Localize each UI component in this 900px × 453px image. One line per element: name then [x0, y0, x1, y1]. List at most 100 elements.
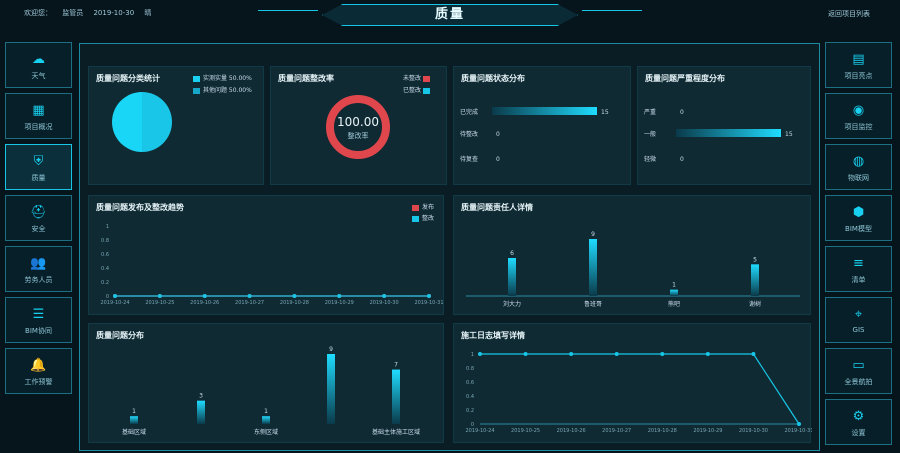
x-tick-label: 2019-10-28	[280, 300, 309, 306]
severity-panel: 质量问题严重程度分布 严重 0 一般 15 轻微 0	[637, 66, 811, 185]
shield-icon: ⛨	[33, 154, 44, 169]
bar-category-label: 基础区域	[122, 428, 146, 436]
nav-item-label: BIM协同	[25, 327, 52, 335]
daily-log-line-chart: 0 0.2 0.4 0.6 0.8 1 2019-10-24 2019-10-25 2019-1…	[465, 352, 812, 434]
legend-label: 已整改	[403, 87, 422, 94]
map-pin-icon: ⌖	[854, 307, 863, 322]
nav-item-panorama[interactable]: ▭ 全景航拍	[825, 348, 892, 394]
bar-value-label: 0	[496, 156, 500, 163]
gear-icon: ⚙	[852, 409, 865, 424]
legend-label: 未整改	[403, 75, 422, 82]
nav-item-camera[interactable]: ◉ 项目监控	[825, 93, 892, 139]
y-tick-label: 0.8	[101, 238, 109, 244]
bar-category-label: 严重	[644, 108, 656, 116]
legend-swatch	[412, 215, 419, 222]
panel-title: 质量问题状态分布	[461, 74, 525, 83]
x-tick-label: 2019-10-24	[465, 428, 494, 434]
data-point	[427, 294, 431, 298]
panel-title: 质量问题发布及整改趋势	[96, 203, 184, 212]
nav-item-document[interactable]: ▤ 项目亮点	[825, 42, 892, 88]
pie-chart	[112, 92, 172, 152]
bar-value-label: 9	[329, 346, 333, 353]
legend-swatch	[422, 87, 430, 94]
nav-item-cube[interactable]: ⬢ BIM模型	[825, 195, 892, 241]
rectify-rate-label: 整改率	[347, 132, 369, 140]
bar-category-label: 已完成	[460, 108, 478, 116]
nav-item-people[interactable]: 👥 劳务人员	[5, 246, 72, 292]
bar-value-label: 1	[264, 408, 268, 415]
data-point	[292, 294, 297, 298]
nav-item-bell[interactable]: 🔔 工作预警	[5, 348, 72, 394]
right-nav: ▤ 项目亮点 ◉ 项目监控 ◍ 物联网 ⬢ BIM模型 ≡ 清单 ⌖ GIS ▭ 全景航拍 ⚙ 设置	[825, 42, 895, 450]
nav-item-gear[interactable]: ⚙ 设置	[825, 399, 892, 445]
bar	[589, 239, 597, 296]
bar	[492, 107, 597, 115]
nav-item-list[interactable]: ≡ 清单	[825, 246, 892, 292]
page-title: 质量	[322, 4, 578, 26]
bar-value-label: 1	[672, 282, 676, 289]
nav-item-sliders[interactable]: ☰ BIM协同	[5, 297, 72, 343]
legend-label: 其他问题 50.00%	[203, 87, 252, 94]
camera-icon: ◉	[852, 103, 865, 118]
data-point	[797, 422, 801, 426]
panel-title: 质量问题分布	[96, 331, 144, 340]
area-bar-chart: 1 基础区域 3 1 东侧区域 9 7 基础主体施工区域	[122, 346, 420, 436]
header-item: 2019-10-30	[93, 9, 135, 17]
bar-category-label: 一般	[644, 130, 656, 138]
nav-item-label: 工作预警	[24, 378, 53, 386]
cube-icon: ⬢	[852, 205, 865, 220]
nav-item-shield[interactable]: ⛨ 质量	[5, 144, 72, 190]
nav-item-label: 物联网	[848, 174, 869, 182]
bar-category-label: 熊吧	[668, 300, 680, 308]
x-tick-label: 2019-10-28	[648, 428, 677, 434]
trend-legend: 发布 整改	[412, 202, 434, 224]
data-point	[478, 352, 482, 356]
nav-item-grid[interactable]: ▦ 项目概况	[5, 93, 72, 139]
x-tick-label: 2019-10-29	[693, 428, 722, 434]
nav-item-map-pin[interactable]: ⌖ GIS	[825, 297, 892, 343]
status-bar-chart: 已完成 15 待整改 0 待复查 0	[460, 107, 609, 163]
bar	[670, 289, 678, 296]
severity-bar-chart: 严重 0 一般 15 轻微 0	[644, 108, 793, 163]
main-dashboard: 质量问题分类统计 实测实量 50.00% 其他问题 50.00% 质量问题整改率…	[79, 43, 820, 451]
rectify-legend: 未整改 已整改	[403, 73, 433, 97]
nav-item-helmet[interactable]: ⛑ 安全	[5, 195, 72, 241]
header-item: 晴	[144, 9, 152, 17]
legend-item: 整改	[412, 213, 434, 224]
legend-label: 整改	[422, 215, 435, 222]
rectify-rate-panel: 质量问题整改率 未整改 已整改 100.00 整改率	[270, 66, 447, 185]
bar-value-label: 7	[394, 362, 398, 369]
back-to-project-list-link[interactable]: 返回项目列表	[828, 10, 870, 18]
trend-line-chart: 0 0.2 0.4 0.6 0.8 1 2019-10-24 2019-10-25 2019-1…	[100, 224, 443, 306]
bar-category-label: 待整改	[460, 130, 478, 138]
data-point	[202, 294, 207, 298]
panorama-icon: ▭	[852, 358, 865, 373]
bar	[327, 354, 335, 424]
bar-category-label: 轻微	[644, 155, 656, 163]
bar-category-label: 谢树	[749, 300, 761, 308]
x-tick-label: 2019-10-31	[784, 428, 812, 434]
x-tick-label: 2019-10-29	[325, 300, 354, 306]
legend-swatch	[412, 204, 419, 211]
bar	[130, 416, 138, 424]
bar-value-label: 0	[496, 131, 500, 138]
panel-title: 质量问题分类统计	[96, 74, 160, 83]
panel-title: 质量问题严重程度分布	[645, 74, 725, 83]
pie-slice	[142, 92, 172, 152]
bar-category-label: 基础主体施工区域	[372, 428, 420, 436]
nav-item-label: 劳务人员	[24, 276, 53, 284]
data-point	[113, 294, 117, 298]
people-icon: 👥	[30, 256, 47, 271]
nav-item-globe[interactable]: ◍ 物联网	[825, 144, 892, 190]
header-item: 欢迎您：	[24, 9, 52, 17]
x-tick-label: 2019-10-25	[145, 300, 174, 306]
x-tick-label: 2019-10-30	[370, 300, 399, 306]
x-tick-label: 2019-10-30	[739, 428, 768, 434]
legend-swatch	[193, 75, 200, 82]
x-tick-label: 2019-10-24	[100, 300, 129, 306]
bar-value-label: 5	[753, 256, 757, 263]
legend-label: 实测实量 50.00%	[203, 75, 252, 82]
y-tick-label: 0.2	[101, 280, 109, 286]
y-tick-label: 0.8	[466, 366, 474, 372]
nav-item-cloud[interactable]: ☁ 天气	[5, 42, 72, 88]
